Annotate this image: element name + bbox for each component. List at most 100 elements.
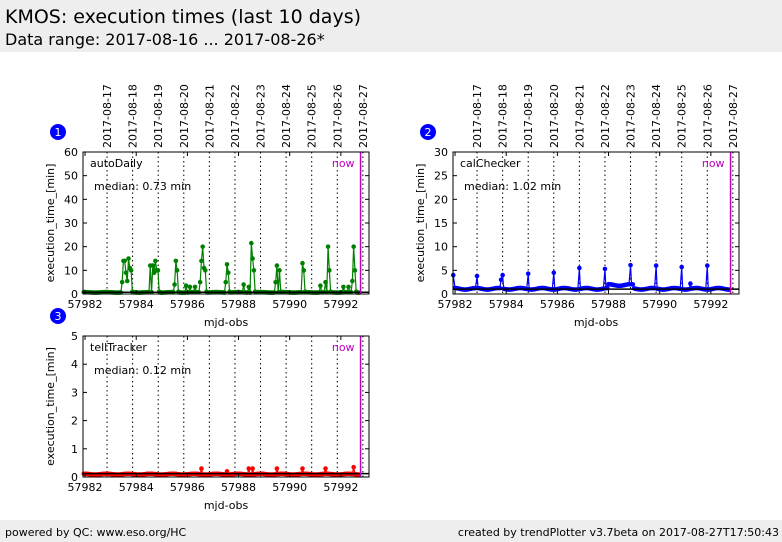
data-point xyxy=(226,270,231,276)
x-tick-label: 57992 xyxy=(323,298,358,311)
date-tick-label: 2017-08-23 xyxy=(625,84,638,148)
data-point xyxy=(192,284,198,290)
date-tick-label: 2017-08-18 xyxy=(127,84,140,148)
y-axis-label: execution_time_[min] xyxy=(44,164,57,283)
date-tick-label: 2017-08-22 xyxy=(599,84,612,148)
x-tick-label: 57990 xyxy=(272,298,307,311)
x-tick-label: 57986 xyxy=(540,298,575,311)
x-tick-label: 57982 xyxy=(68,481,103,494)
data-point xyxy=(250,466,255,471)
now-label: now xyxy=(332,341,355,354)
data-point xyxy=(197,279,203,285)
y-tick-label: 0 xyxy=(71,471,78,484)
x-tick-label: 57986 xyxy=(170,298,205,311)
date-tick-label: 2017-08-23 xyxy=(255,84,268,148)
x-tick-label: 57988 xyxy=(221,298,256,311)
data-point xyxy=(124,278,130,284)
data-point xyxy=(628,262,633,268)
y-tick-label: 50 xyxy=(64,170,78,183)
data-point xyxy=(172,282,177,287)
data-point xyxy=(250,256,255,261)
date-tick-label: 2017-08-27 xyxy=(357,84,370,148)
x-tick-label: 57990 xyxy=(642,298,677,311)
x-tick-label: 57984 xyxy=(489,298,524,311)
data-point xyxy=(199,466,204,471)
x-tick-label: 57984 xyxy=(119,298,154,311)
data-point xyxy=(327,268,332,273)
data-point xyxy=(246,466,252,471)
data-point xyxy=(630,282,636,287)
panel-badge xyxy=(50,308,66,324)
x-axis-label: mjd-obs xyxy=(204,316,249,329)
date-tick-label: 2017-08-18 xyxy=(497,84,510,148)
data-point xyxy=(602,266,608,272)
panel-calChecker: 2017-08-17 2017-08-18 2017-08-19 2017-08-20… xyxy=(414,84,740,329)
data-point xyxy=(246,284,252,290)
date-tick-label: 2017-08-24 xyxy=(280,84,293,148)
data-point xyxy=(274,263,280,268)
data-point xyxy=(123,270,129,276)
x-tick-label: 57982 xyxy=(68,298,103,311)
y-tick-label: 2 xyxy=(71,415,78,428)
x-tick-label: 57990 xyxy=(272,481,307,494)
data-point xyxy=(119,279,125,285)
data-point xyxy=(150,263,156,268)
data-point xyxy=(224,262,230,267)
data-point xyxy=(155,268,161,273)
data-point xyxy=(474,273,480,279)
panel-autoDaily: 2017-08-17 2017-08-18 2017-08-19 2017-08-20… xyxy=(44,84,370,329)
x-tick-label: 57988 xyxy=(221,481,256,494)
y-tick-label: 20 xyxy=(64,241,78,254)
data-point xyxy=(318,283,323,289)
y-tick-label: 15 xyxy=(434,217,448,230)
data-point xyxy=(183,283,189,289)
now-label: now xyxy=(702,157,725,170)
date-tick-label: 2017-08-25 xyxy=(676,84,689,148)
data-point xyxy=(525,271,531,276)
now-label: now xyxy=(332,157,355,170)
date-tick-label: 2017-08-19 xyxy=(152,84,165,148)
date-tick-label: 2017-08-17 xyxy=(471,84,484,148)
data-point xyxy=(126,256,131,261)
data-point xyxy=(199,258,204,264)
x-tick-label: 57988 xyxy=(591,298,626,311)
y-tick-label: 60 xyxy=(64,146,78,159)
data-point xyxy=(174,268,180,273)
plot-frame xyxy=(452,151,740,295)
data-point xyxy=(500,272,505,278)
y-axis-label: execution_time_[min] xyxy=(414,164,427,283)
data-point xyxy=(323,466,328,471)
series-line xyxy=(83,243,359,294)
data-point xyxy=(249,240,254,246)
y-tick-label: 5 xyxy=(441,264,448,277)
data-point xyxy=(273,279,278,285)
y-tick-label: 4 xyxy=(71,358,78,371)
data-point xyxy=(352,268,358,273)
series-name: calChecker xyxy=(460,157,521,170)
page-title: KMOS: execution times (last 10 days) xyxy=(5,6,361,28)
data-range: Data range: 2017-08-16 ... 2017-08-26* xyxy=(5,30,325,49)
data-point xyxy=(704,263,710,268)
series-name: tellTracker xyxy=(90,341,147,354)
data-point xyxy=(498,277,504,283)
data-point xyxy=(173,258,179,264)
y-tick-label: 30 xyxy=(64,217,78,230)
date-tick-label: 2017-08-26 xyxy=(331,84,344,148)
panel-tellTracker: now 57982 57984 57986 57988 57990 57992 0 1 2 3 4 5 m… xyxy=(44,308,370,512)
date-tick-label: 2017-08-21 xyxy=(203,84,216,148)
y-tick-label: 10 xyxy=(434,241,448,254)
panel-badge-number: 2 xyxy=(425,126,432,139)
x-axis-label: mjd-obs xyxy=(574,316,619,329)
date-tick-label: 2017-08-25 xyxy=(306,84,319,148)
data-point xyxy=(346,284,351,290)
data-point xyxy=(341,284,346,290)
header: KMOS: execution times (last 10 days) Dat… xyxy=(0,0,782,52)
x-tick-label: 57992 xyxy=(323,481,358,494)
median-label: median: 0.73 min xyxy=(94,180,191,193)
x-tick-label: 57986 xyxy=(170,481,205,494)
date-tick-label: 2017-08-21 xyxy=(573,84,586,148)
x-tick-label: 57992 xyxy=(693,298,728,311)
date-tick-label: 2017-08-20 xyxy=(178,84,191,148)
series-name: autoDaily xyxy=(90,157,143,170)
